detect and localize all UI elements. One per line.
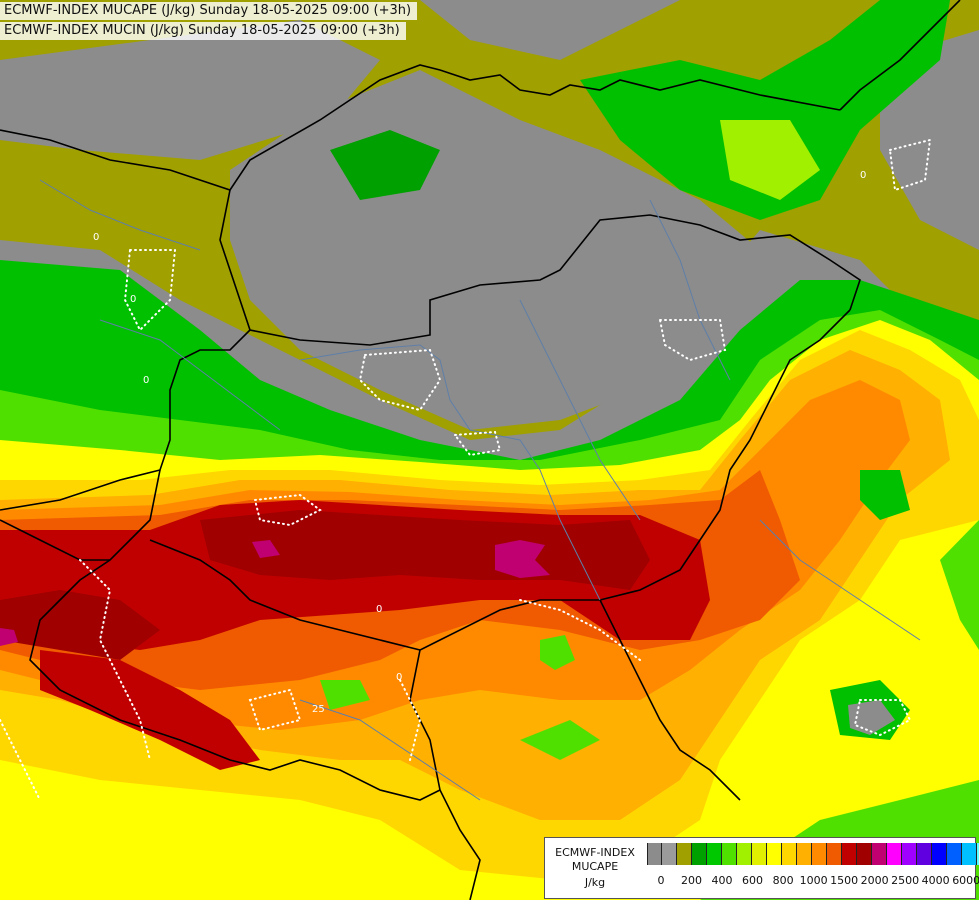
green-pocket-sw: [320, 680, 370, 710]
cape-core-magenta-3: [0, 628, 18, 646]
legend-tick-label: 1000: [799, 874, 828, 887]
legend-swatch: [797, 843, 812, 865]
legend-swatch: [977, 843, 979, 865]
legend-swatch: [947, 843, 962, 865]
mucin-contours: [0, 138, 932, 801]
contour-label: 25: [312, 704, 325, 715]
grey-north: [0, 20, 380, 160]
legend-swatch: [692, 843, 707, 865]
legend-tick-label: 800: [772, 874, 794, 887]
legend-swatch: [677, 843, 692, 865]
contour-label: 0: [860, 170, 866, 181]
green-pocket-e: [860, 470, 910, 520]
legend-title: ECMWF-INDEX: [555, 846, 635, 859]
legend-unit: J/kg: [584, 876, 606, 889]
color-legend: ECMWF-INDEX MUCAPE J/kg 0 200 400 600 800 100…: [544, 837, 979, 899]
legend-swatch: [752, 843, 767, 865]
legend-swatch: [722, 843, 737, 865]
contour-label-group: 0 0 0 0 0 25 0: [93, 170, 866, 715]
legend-swatch: [647, 843, 662, 865]
green-pocket-s: [520, 720, 600, 760]
cape-band-red-sw: [40, 650, 260, 770]
map-title-mucape: ECMWF-INDEX MUCAPE (J/kg) Sunday 18-05-2…: [0, 2, 418, 20]
legend-swatches: [647, 843, 979, 865]
legend-variable: MUCAPE: [571, 860, 619, 873]
legend-swatch: [872, 843, 887, 865]
contour-label: 0: [130, 294, 136, 305]
legend-swatch: [887, 843, 902, 865]
legend-swatch: [812, 843, 827, 865]
cape-core-magenta-1: [495, 540, 550, 578]
legend-swatch: [767, 843, 782, 865]
legend-swatch: [827, 843, 842, 865]
legend-swatch: [842, 843, 857, 865]
contour-label: 0: [143, 375, 149, 386]
cape-band-darkred-w: [0, 590, 160, 660]
cape-band-lightgreen-ne: [720, 120, 820, 200]
legend-tick-label: 600: [742, 874, 764, 887]
legend-tick-label: 200: [681, 874, 703, 887]
map-title-mucin: ECMWF-INDEX MUCIN (J/kg) Sunday 18-05-20…: [0, 22, 406, 40]
legend-swatch: [917, 843, 932, 865]
green-patch-north: [330, 130, 440, 200]
legend-swatch: [782, 843, 797, 865]
grey-pocket-se: [848, 700, 895, 735]
legend-tick-label: 0: [657, 874, 665, 887]
legend-swatch: [707, 843, 722, 865]
legend-tick-label: 2000: [860, 874, 889, 887]
legend-swatch: [737, 843, 752, 865]
cape-band-green-ne: [580, 0, 950, 220]
legend-swatch: [902, 843, 917, 865]
legend-swatch: [962, 843, 977, 865]
contour-label: 0: [396, 672, 402, 683]
contour-label: 0: [376, 604, 382, 615]
lightgreen-pocket: [540, 635, 575, 670]
legend-tick-label: 4000: [921, 874, 950, 887]
legend-ticks: 0 200 400 600 800 1000 1500 2000 2500 4000 6000: [647, 874, 979, 890]
legend-tick-label: 400: [711, 874, 733, 887]
cape-core-magenta-2: [252, 540, 280, 558]
legend-tick-label: 2500: [891, 874, 920, 887]
legend-tick-label: 1500: [830, 874, 859, 887]
legend-tick-label: 6000: [952, 874, 979, 887]
legend-swatch: [662, 843, 677, 865]
legend-swatch: [857, 843, 872, 865]
contour-label: 0: [93, 232, 99, 243]
legend-swatch: [932, 843, 947, 865]
rivers: [39, 179, 921, 801]
